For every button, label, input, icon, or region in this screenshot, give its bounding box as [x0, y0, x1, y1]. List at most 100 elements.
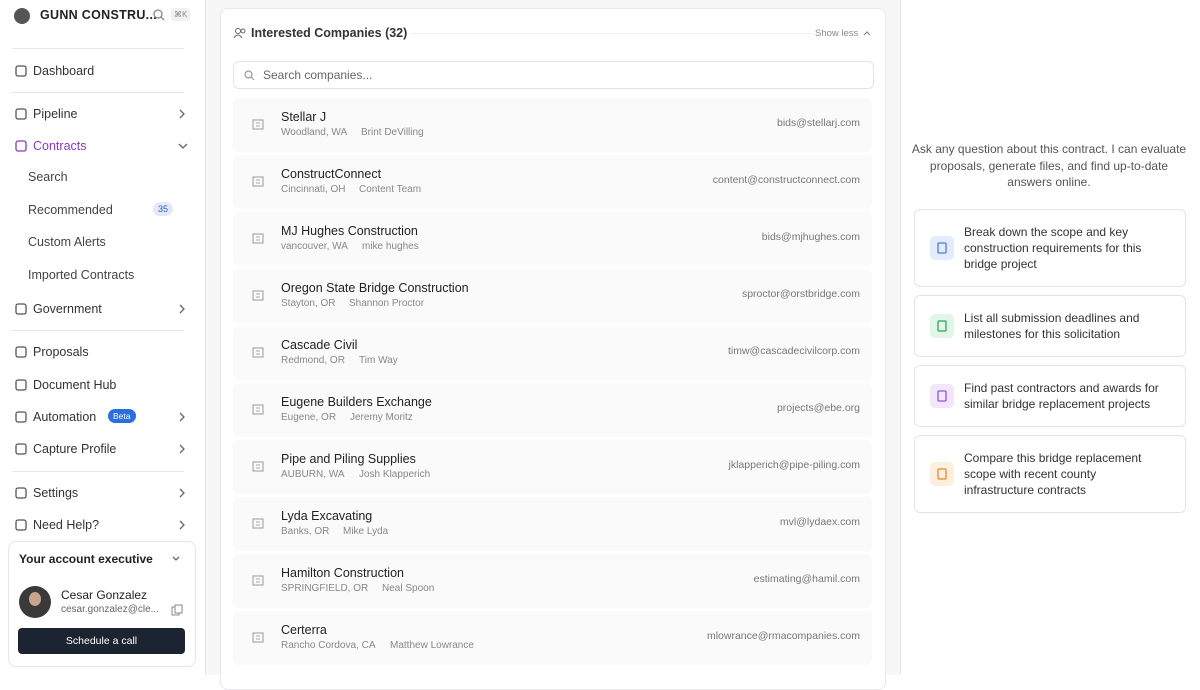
account-title: Your account executive [19, 552, 153, 566]
account-name: Cesar Gonzalez [61, 588, 148, 602]
divider [12, 471, 184, 472]
company-name: ConstructConnect [281, 167, 382, 181]
nav-item[interactable]: Automation [33, 410, 97, 424]
chevron [179, 444, 185, 454]
company-name: Hamilton Construction [281, 566, 404, 580]
company-email: jklapperich@pipe-piling.com [728, 459, 860, 471]
company-location: Redmond, OR [281, 355, 345, 366]
nav-item[interactable]: Dashboard [33, 64, 95, 78]
nav-icon [15, 487, 27, 499]
company-location: vancouver, WA [281, 241, 348, 252]
company-location: Cincinnati, OH [281, 184, 346, 195]
nav-item[interactable]: Pipeline [33, 107, 78, 121]
divider [12, 48, 184, 49]
company-email: sproctor@orstbridge.com [741, 288, 860, 300]
nav-icon [15, 346, 27, 358]
company-row[interactable]: Oregon State Bridge Construction Stayton,… [233, 269, 872, 323]
company-contact: Content Team [359, 184, 422, 195]
nav-item[interactable]: Settings [33, 486, 79, 500]
suggestion-text: Break down the scope and key constructio… [964, 225, 1142, 271]
building-icon [252, 347, 264, 358]
search-box[interactable]: Search companies... [233, 61, 874, 89]
icon-glyph [937, 390, 947, 402]
company-contact: Jeremy Moritz [350, 412, 413, 423]
company-row[interactable]: Hamilton Construction SPRINGFIELD, OR Neal… [233, 554, 872, 608]
company-location: Banks, OR [281, 526, 330, 537]
company-email: timw@cascadecivilcorp.com [727, 345, 860, 357]
badge: Beta [108, 409, 136, 423]
company-contact: Mike Lyda [343, 526, 389, 537]
nav-item[interactable]: Imported Contracts [28, 268, 135, 282]
nav-item[interactable]: Custom Alerts [28, 235, 106, 249]
suggestion-card[interactable]: Compare this bridge replacement scope wi… [914, 435, 1186, 513]
divider [411, 33, 811, 34]
nav-item[interactable]: Capture Profile [33, 442, 117, 456]
nav-item[interactable]: Proposals [33, 345, 89, 359]
people-icon [233, 28, 246, 39]
company-row[interactable]: Certerra Rancho Cordova, CA Matthew Lowran… [233, 611, 872, 665]
assistant-intro: Ask any question about this contract. I … [911, 142, 1187, 189]
nav-icon [15, 303, 27, 315]
company-contact: Brint DeVilling [361, 127, 424, 138]
assistant-panel: Ask any question about this contract. I … [900, 0, 1200, 675]
company-row[interactable]: ConstructConnect Cincinnati, OH Content Te… [233, 155, 872, 209]
nav-item[interactable]: Search [28, 170, 68, 184]
nav-item[interactable]: Government [33, 302, 102, 316]
panel-title: Interested Companies (32) [251, 26, 408, 40]
company-name: MJ Hughes Construction [281, 224, 418, 238]
search-icon [244, 70, 255, 81]
account-card: Your account executive Cesar Gonzalez ce… [8, 541, 196, 667]
building-icon [252, 461, 264, 472]
search-icon[interactable] [153, 9, 165, 21]
account-email: cesar.gonzalez@cle... [61, 604, 159, 615]
company-contact: mike hughes [362, 241, 419, 252]
avatar [19, 586, 51, 618]
company-email: mlowrance@rmacompanies.com [706, 630, 860, 642]
show-less[interactable]: Show less [815, 28, 859, 39]
company-name: Certerra [281, 623, 327, 637]
org-logo [14, 8, 30, 24]
nav-icon [15, 108, 27, 120]
suggestion-card[interactable]: List all submission deadlines and milest… [914, 295, 1186, 357]
copy-icon[interactable] [171, 604, 183, 616]
company-row[interactable]: Lyda Excavating Banks, OR Mike Lyda mvl@lyd… [233, 497, 872, 551]
shortcut: ⌘K [171, 8, 191, 21]
company-name: Eugene Builders Exchange [281, 395, 432, 409]
collapse-icon[interactable] [171, 554, 181, 564]
company-location: Eugene, OR [281, 412, 337, 423]
company-contact: Josh Klapperich [359, 469, 431, 480]
company-email: bids@stellarj.com [776, 117, 860, 129]
nav-icon [15, 379, 27, 391]
building-icon [252, 119, 264, 130]
suggestion-card[interactable]: Break down the scope and key constructio… [914, 209, 1186, 287]
nav-item[interactable]: Need Help? [33, 518, 100, 532]
suggestion-icon [930, 314, 954, 338]
building-icon [252, 233, 264, 244]
company-contact: Neal Spoon [382, 583, 435, 594]
company-email: projects@ebe.org [776, 402, 860, 414]
suggestion-text: Compare this bridge replacement scope wi… [964, 451, 1142, 497]
nav-item[interactable]: Contracts [33, 139, 87, 153]
building-icon [252, 518, 264, 529]
suggestion-card[interactable]: Find past contractors and awards for sim… [914, 365, 1186, 427]
company-location: Stayton, OR [281, 298, 336, 309]
schedule-button[interactable]: Schedule a call [18, 628, 185, 654]
nav-icon [15, 411, 27, 423]
company-row[interactable]: Stellar J Woodland, WA Brint DeVilling bids… [233, 98, 872, 152]
nav-icon [15, 140, 27, 152]
divider [12, 330, 184, 331]
company-email: estimating@hamil.com [753, 573, 860, 585]
company-location: Woodland, WA [281, 127, 348, 138]
org-name[interactable]: GUNN CONSTRU... [40, 8, 157, 22]
company-row[interactable]: Cascade Civil Redmond, OR Tim Way timw@casc… [233, 326, 872, 380]
company-row[interactable]: MJ Hughes Construction vancouver, WA mike … [233, 212, 872, 266]
nav-item[interactable]: Document Hub [33, 378, 117, 392]
button-label: Schedule a call [65, 635, 138, 647]
company-location: Rancho Cordova, CA [281, 640, 376, 651]
company-row[interactable]: Eugene Builders Exchange Eugene, OR Jeremy… [233, 383, 872, 437]
company-row[interactable]: Pipe and Piling Supplies AUBURN, WA Josh K… [233, 440, 872, 494]
nav-item[interactable]: Recommended [28, 203, 113, 217]
chevron [179, 412, 185, 422]
chevron-up[interactable] [863, 29, 871, 37]
chevron [178, 143, 188, 149]
